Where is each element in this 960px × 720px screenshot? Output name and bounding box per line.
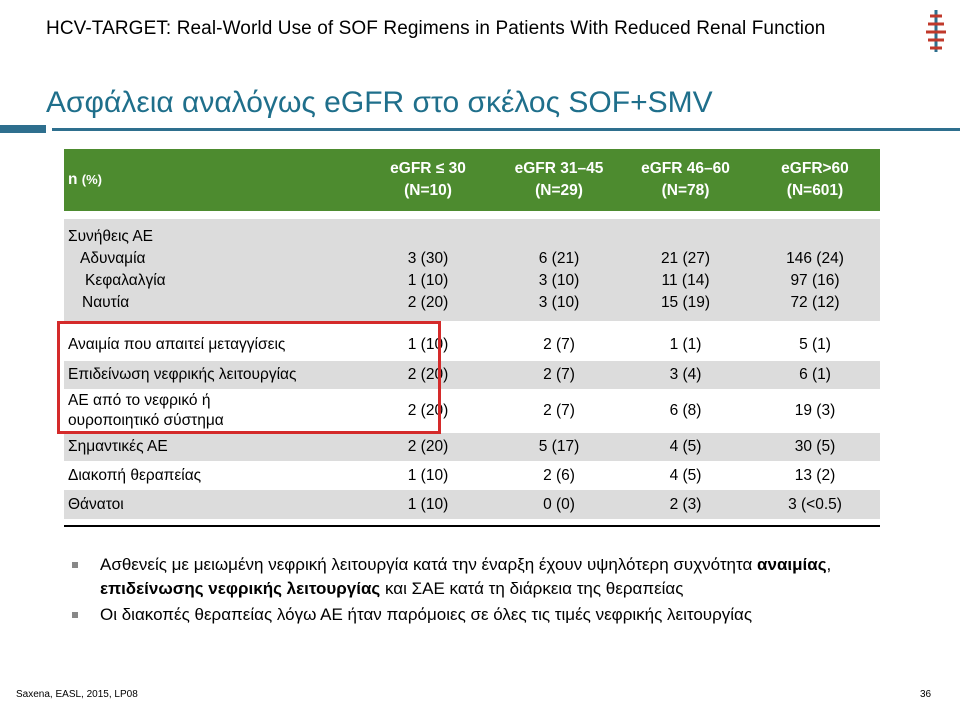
- footer-reference: Saxena, EASL, 2015, LP08: [16, 689, 138, 700]
- table-cell: 2 (7): [497, 329, 621, 361]
- title-accent-bar: [0, 125, 46, 133]
- table-cell: 5 (17): [497, 433, 621, 461]
- table-row: Θάνατοι 1 (10) 0 (0) 2 (3) 3 (<0.5): [64, 490, 880, 519]
- header-cell-egfr-31-45: eGFR 31–45 (N=29): [497, 149, 621, 211]
- table-cell: 2 (7): [497, 389, 621, 433]
- header-cell-egfr-le-30: eGFR ≤ 30 (N=10): [359, 149, 497, 211]
- table-cell: 0 (0): [497, 490, 621, 519]
- row-label: ΑΕ από το νεφρικό ή ουροποιητικό σύστημα: [64, 389, 359, 433]
- table-cell: 5 (1): [750, 329, 880, 361]
- logo-icon: [926, 10, 946, 52]
- page-number: 36: [920, 689, 932, 700]
- table-row: Επιδείνωση νεφρικής λειτουργίας 2 (20) 2…: [64, 361, 880, 389]
- row-label: Επιδείνωση νεφρικής λειτουργίας: [64, 361, 359, 389]
- table-cell: 3 (4): [621, 361, 750, 389]
- highlight-box: [57, 321, 441, 434]
- table-cell: 13 (2): [750, 461, 880, 490]
- table-cell: 6 (21) 3 (10) 3 (10): [497, 219, 621, 321]
- table-cell: 30 (5): [750, 433, 880, 461]
- table-row: Σημαντικές ΑΕ 2 (20) 5 (17) 4 (5) 30 (5): [64, 433, 880, 461]
- slide-title: Ασφάλεια αναλόγως eGFR στο σκέλος SOF+SM…: [46, 86, 713, 119]
- title-divider: [52, 128, 960, 131]
- table-cell: 2 (20): [359, 389, 497, 433]
- table-cell: 2 (7): [497, 361, 621, 389]
- table-cell: 3 (<0.5): [750, 490, 880, 519]
- bullet-list: Ασθενείς με μειωμένη νεφρική λειτουργία …: [70, 553, 840, 629]
- header-cell-egfr-46-60: eGFR 46–60 (N=78): [621, 149, 750, 211]
- header-cell-n: n (%): [64, 149, 359, 211]
- table-cell: 1 (10): [359, 490, 497, 519]
- table-cell: 2 (20): [359, 361, 497, 389]
- table-cell: 146 (24) 97 (16) 72 (12): [750, 219, 880, 321]
- table-row: ΑΕ από το νεφρικό ή ουροποιητικό σύστημα …: [64, 389, 880, 433]
- table-cell: 6 (1): [750, 361, 880, 389]
- row-label: Αναιμία που απαιτεί μεταγγίσεις: [64, 329, 359, 361]
- row-label: Θάνατοι: [64, 490, 359, 519]
- row-label: Διακοπή θεραπείας: [64, 461, 359, 490]
- table-row: Διακοπή θεραπείας 1 (10) 2 (6) 4 (5) 13 …: [64, 461, 880, 490]
- bullet-item: Ασθενείς με μειωμένη νεφρική λειτουργία …: [70, 553, 840, 601]
- table-cell: 2 (3): [621, 490, 750, 519]
- table-cell: 2 (20): [359, 433, 497, 461]
- table-cell: 4 (5): [621, 461, 750, 490]
- header-cell-egfr-gt-60: eGFR>60 (N=601): [750, 149, 880, 211]
- table-cell: 21 (27) 11 (14) 15 (19): [621, 219, 750, 321]
- table-header-row: n (%) eGFR ≤ 30 (N=10) eGFR 31–45 (N=29) e…: [64, 149, 880, 211]
- table-cell: 1 (1): [621, 329, 750, 361]
- bullet-square-icon: [72, 612, 78, 618]
- bullet-item: Οι διακοπές θεραπείας λόγω ΑΕ ήταν παρόμ…: [70, 603, 840, 627]
- table-cell: 4 (5): [621, 433, 750, 461]
- row-label: Σημαντικές ΑΕ: [64, 433, 359, 461]
- table-row-common-ae: Συνήθεις ΑΕ Αδυναμία Κεφαλαλγία Ναυτία 3…: [64, 219, 880, 321]
- safety-table: n (%) eGFR ≤ 30 (N=10) eGFR 31–45 (N=29) e…: [64, 149, 880, 527]
- bullet-square-icon: [72, 562, 78, 568]
- table-row: Αναιμία που απαιτεί μεταγγίσεις 1 (10) 2…: [64, 329, 880, 361]
- table-cell: 3 (30) 1 (10) 2 (20): [359, 219, 497, 321]
- table-cell: 19 (3): [750, 389, 880, 433]
- table-cell: 6 (8): [621, 389, 750, 433]
- table-cell: 2 (6): [497, 461, 621, 490]
- row-label-common-ae: Συνήθεις ΑΕ Αδυναμία Κεφαλαλγία Ναυτία: [64, 219, 359, 321]
- table-cell: 1 (10): [359, 461, 497, 490]
- table-cell: 1 (10): [359, 329, 497, 361]
- header-title: HCV-TARGET: Real-World Use of SOF Regime…: [46, 18, 826, 39]
